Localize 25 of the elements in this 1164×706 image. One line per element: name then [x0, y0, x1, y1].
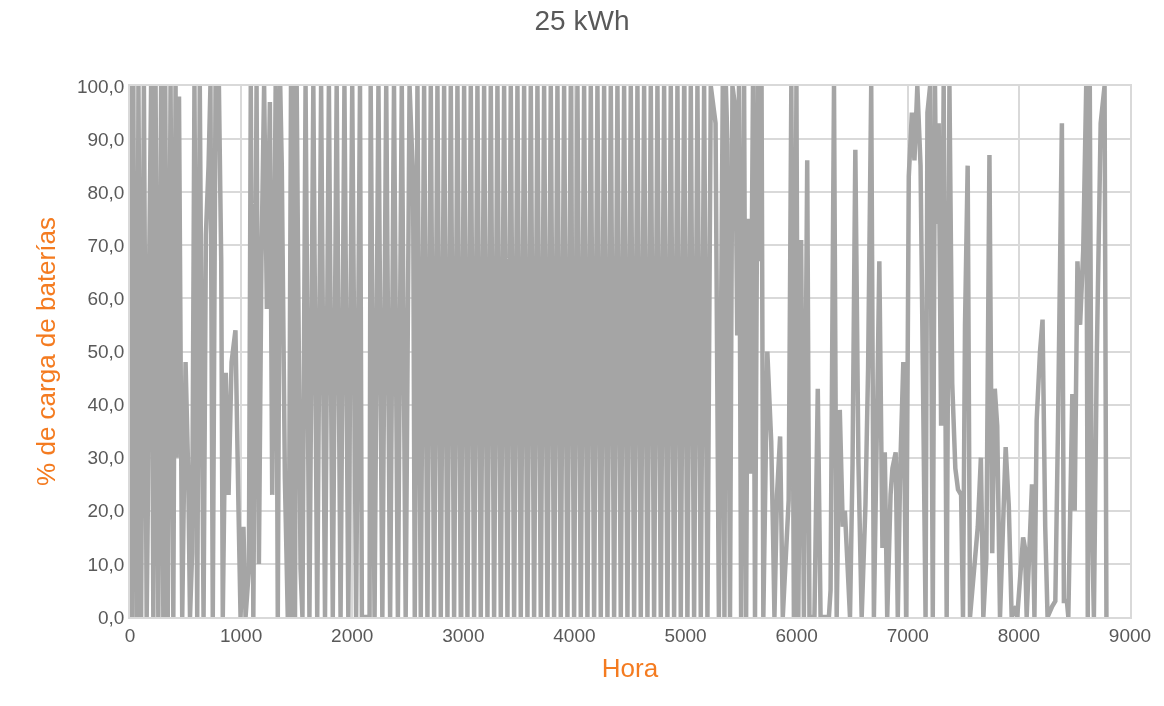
x-tick-label: 7000 — [886, 624, 929, 646]
y-axis-title: % de carga de baterías — [30, 217, 61, 486]
x-tick-label: 9000 — [1108, 624, 1152, 646]
y-tick-label: 80,0 — [87, 181, 125, 203]
x-tick-label: 2000 — [331, 624, 374, 646]
x-tick-label: 8000 — [997, 624, 1041, 646]
x-tick-label: 5000 — [664, 624, 707, 646]
x-tick-label: 3000 — [442, 624, 485, 646]
y-tick-label: 30,0 — [87, 447, 125, 469]
line-series — [130, 86, 1109, 617]
x-axis-title: Hora — [601, 652, 659, 683]
y-tick-label: 0,0 — [98, 606, 125, 628]
x-tick-label: 6000 — [775, 624, 818, 646]
y-tick-label: 100,0 — [76, 75, 125, 97]
chart-title: 25 kWh — [534, 5, 630, 37]
y-tick-label: 70,0 — [87, 234, 125, 256]
x-tick-label: 0 — [124, 624, 136, 646]
y-tick-label: 60,0 — [87, 288, 125, 310]
x-tick-label: 4000 — [553, 624, 596, 646]
y-tick-label: 10,0 — [87, 553, 125, 575]
x-tick-label: 1000 — [219, 624, 263, 646]
y-tick-label: 50,0 — [87, 341, 125, 363]
y-tick-label: 40,0 — [87, 394, 125, 416]
y-tick-label: 90,0 — [87, 128, 125, 150]
y-tick-label: 20,0 — [87, 500, 125, 522]
